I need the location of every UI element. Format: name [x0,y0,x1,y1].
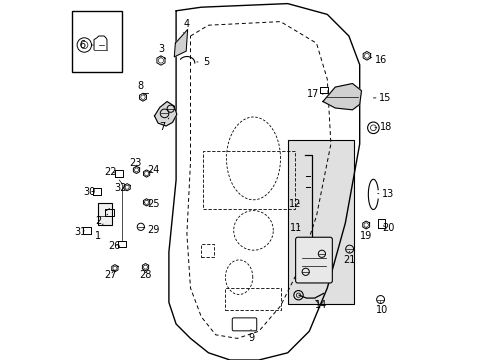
Text: 1: 1 [95,224,103,241]
Text: 18: 18 [374,122,391,132]
Text: 5: 5 [197,57,209,67]
Text: 11: 11 [289,222,301,233]
Text: 24: 24 [147,165,160,175]
Text: 14: 14 [314,300,326,310]
Text: 28: 28 [139,270,151,280]
Text: 32: 32 [114,183,126,193]
Text: 22: 22 [104,167,117,177]
Text: 4: 4 [183,19,189,32]
Text: 13: 13 [377,189,393,199]
Text: 19: 19 [359,228,371,241]
Text: 12: 12 [289,199,301,210]
Text: 15: 15 [373,93,390,103]
Bar [98,203,112,225]
Text: 10: 10 [375,302,387,315]
Text: 30: 30 [82,186,95,197]
Text: 6: 6 [79,40,93,50]
Polygon shape [154,102,177,126]
Bar [72,11,122,72]
Polygon shape [174,30,187,57]
Text: 31: 31 [75,227,87,237]
Text: 17: 17 [307,89,322,99]
Text: 21: 21 [343,251,355,265]
Text: 27: 27 [104,270,117,280]
FancyBboxPatch shape [295,237,332,283]
Text: 8: 8 [138,81,143,94]
Text: 16: 16 [369,55,386,66]
Bar [287,140,354,304]
Text: 25: 25 [144,199,160,210]
Text: 9: 9 [247,329,254,343]
Text: 3: 3 [158,44,163,58]
Text: 7: 7 [159,118,168,132]
Polygon shape [322,84,361,110]
Text: 20: 20 [382,222,394,233]
Text: 26: 26 [108,240,120,251]
Text: 2: 2 [95,214,107,226]
Text: 23: 23 [129,158,142,168]
Text: 29: 29 [143,225,160,235]
